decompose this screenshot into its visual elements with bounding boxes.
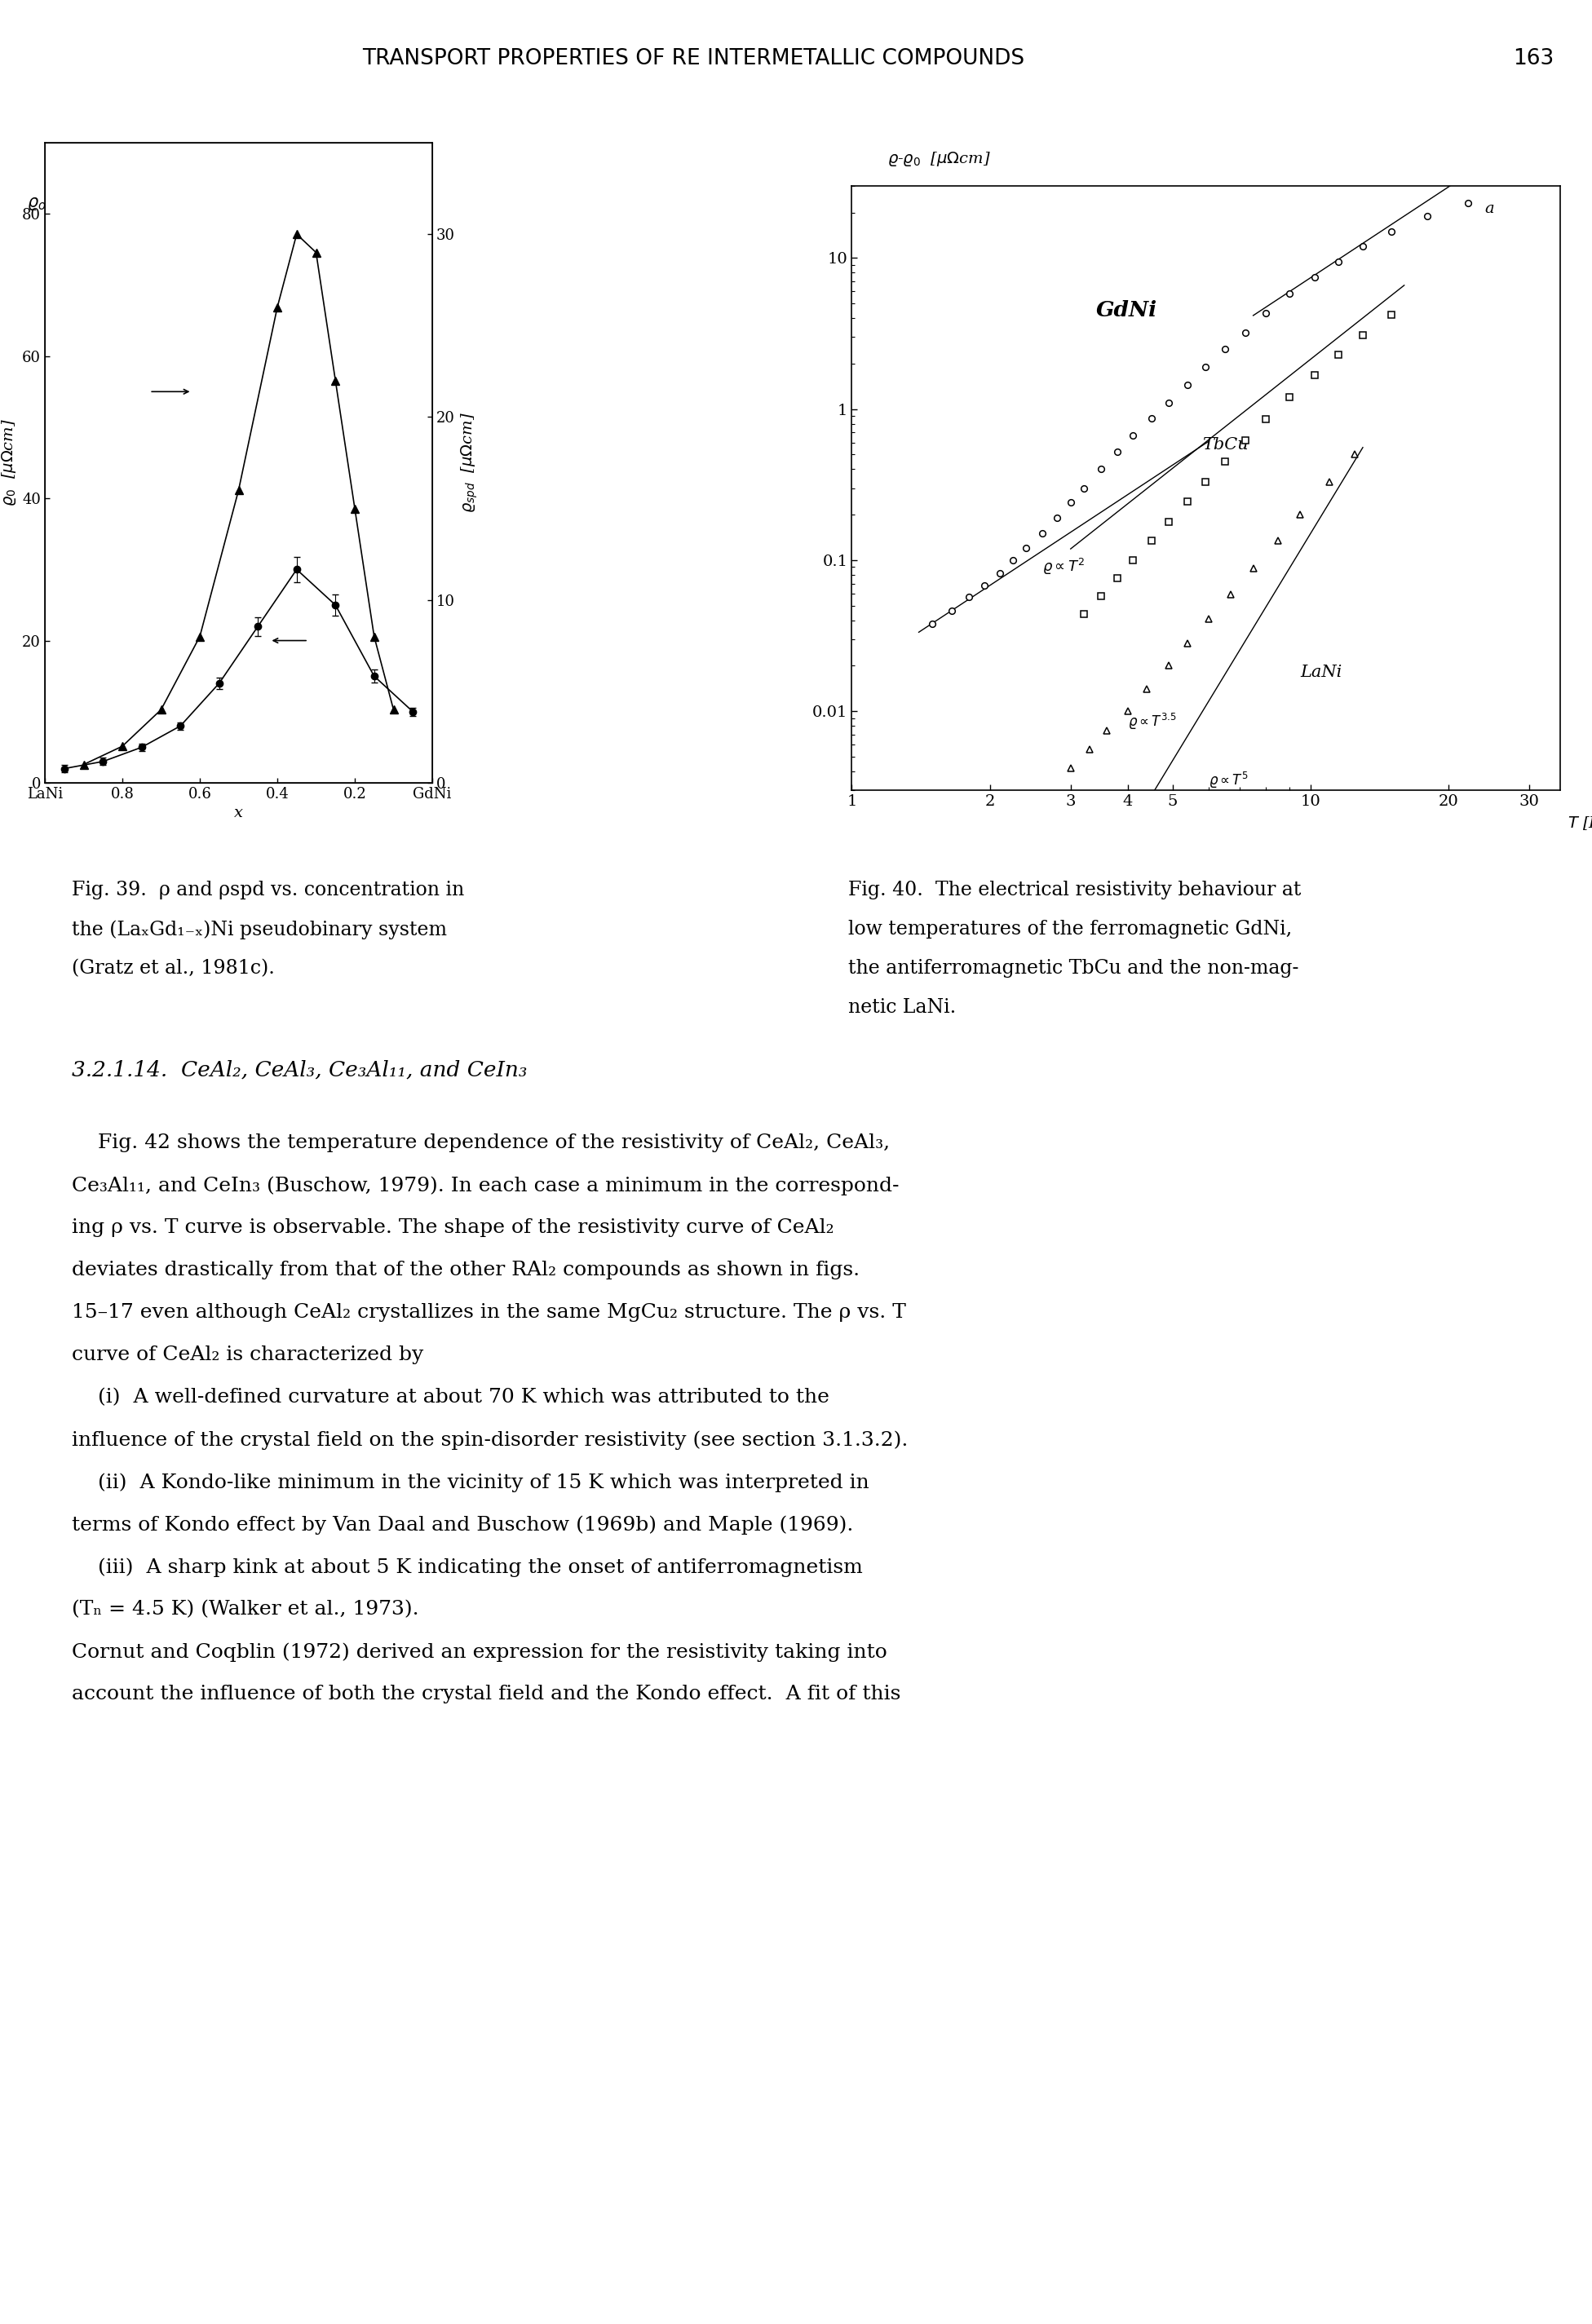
Text: low temperatures of the ferromagnetic GdNi,: low temperatures of the ferromagnetic Gd… <box>849 920 1293 939</box>
Text: influence of the crystal field on the spin-disorder resistivity (see section 3.1: influence of the crystal field on the sp… <box>72 1429 907 1450</box>
Text: 15–17 even although CeAl₂ crystallizes in the same MgCu₂ structure. The ρ vs. T: 15–17 even although CeAl₂ crystallizes i… <box>72 1304 906 1322</box>
Text: curve of CeAl₂ is characterized by: curve of CeAl₂ is characterized by <box>72 1346 423 1364</box>
Text: TbCu: TbCu <box>1202 437 1248 453</box>
Text: [$\mu\Omega$cm]: [$\mu\Omega$cm] <box>62 170 118 188</box>
X-axis label: x: x <box>234 806 244 820</box>
Text: the (LaₓGd₁₋ₓ)Ni pseudobinary system: the (LaₓGd₁₋ₓ)Ni pseudobinary system <box>72 920 447 939</box>
Text: LaNi: LaNi <box>1301 665 1342 681</box>
Text: deviates drastically from that of the other RAl₂ compounds as shown in figs.: deviates drastically from that of the ot… <box>72 1260 860 1281</box>
Y-axis label: $\varrho_0$  [$\mu\Omega$cm]: $\varrho_0$ [$\mu\Omega$cm] <box>0 418 18 507</box>
Text: 3.2.1.14.  CeAl₂, CeAl₃, Ce₃Al₁₁, and CeIn₃: 3.2.1.14. CeAl₂, CeAl₃, Ce₃Al₁₁, and CeI… <box>72 1060 527 1081</box>
Text: TRANSPORT PROPERTIES OF RE INTERMETALLIC COMPOUNDS: TRANSPORT PROPERTIES OF RE INTERMETALLIC… <box>361 49 1024 70</box>
Text: (Gratz et al., 1981c).: (Gratz et al., 1981c). <box>72 960 275 978</box>
Text: GdNi: GdNi <box>1095 300 1157 321</box>
Text: (iii)  A sharp kink at about 5 K indicating the onset of antiferromagnetism: (iii) A sharp kink at about 5 K indicati… <box>72 1557 863 1576</box>
Text: (Tₙ = 4.5 K) (Walker et al., 1973).: (Tₙ = 4.5 K) (Walker et al., 1973). <box>72 1599 419 1618</box>
Text: Fig. 40.  The electrical resistivity behaviour at: Fig. 40. The electrical resistivity beha… <box>849 881 1301 899</box>
Text: $\varrho \propto T^2$: $\varrho \propto T^2$ <box>1043 558 1084 576</box>
Text: account the influence of both the crystal field and the Kondo effect.  A fit of : account the influence of both the crysta… <box>72 1685 901 1703</box>
Text: Fig. 39.  ρ and ρspd vs. concentration in: Fig. 39. ρ and ρspd vs. concentration in <box>72 881 465 899</box>
Text: netic LaNi.: netic LaNi. <box>849 997 957 1018</box>
Text: Ce₃Al₁₁, and CeIn₃ (Buschow, 1979). In each case a minimum in the correspond-: Ce₃Al₁₁, and CeIn₃ (Buschow, 1979). In e… <box>72 1176 899 1195</box>
Text: 163: 163 <box>1512 49 1554 70</box>
Text: Fig. 42 shows the temperature dependence of the resistivity of CeAl₂, CeAl₃,: Fig. 42 shows the temperature dependence… <box>72 1134 890 1153</box>
Text: $\varrho \propto T^5$: $\varrho \propto T^5$ <box>1208 769 1248 790</box>
Text: (ii)  A Kondo-like minimum in the vicinity of 15 K which was interpreted in: (ii) A Kondo-like minimum in the vicinit… <box>72 1473 869 1492</box>
Text: Cornut and Coqblin (1972) derived an expression for the resistivity taking into: Cornut and Coqblin (1972) derived an exp… <box>72 1643 887 1662</box>
Text: a: a <box>1485 202 1495 216</box>
Text: terms of Kondo effect by Van Daal and Buschow (1969b) and Maple (1969).: terms of Kondo effect by Van Daal and Bu… <box>72 1515 853 1534</box>
Text: (i)  A well-defined curvature at about 70 K which was attributed to the: (i) A well-defined curvature at about 70… <box>72 1387 829 1406</box>
Text: $\varrho \propto T^{3.5}$: $\varrho \propto T^{3.5}$ <box>1129 711 1176 732</box>
Text: the antiferromagnetic TbCu and the non-mag-: the antiferromagnetic TbCu and the non-m… <box>849 960 1299 978</box>
Text: ing ρ vs. T curve is observable. The shape of the resistivity curve of CeAl₂: ing ρ vs. T curve is observable. The sha… <box>72 1218 834 1236</box>
Text: $\varrho$-$\varrho_0$  [$\mu\Omega$cm]: $\varrho$-$\varrho_0$ [$\mu\Omega$cm] <box>887 149 990 167</box>
Text: $\varrho_o$: $\varrho_o$ <box>27 195 46 211</box>
Y-axis label: $\varrho_{spd}$  [$\mu\Omega$cm]: $\varrho_{spd}$ [$\mu\Omega$cm] <box>460 411 479 514</box>
Text: $T$ [K]: $T$ [K] <box>1567 813 1592 832</box>
